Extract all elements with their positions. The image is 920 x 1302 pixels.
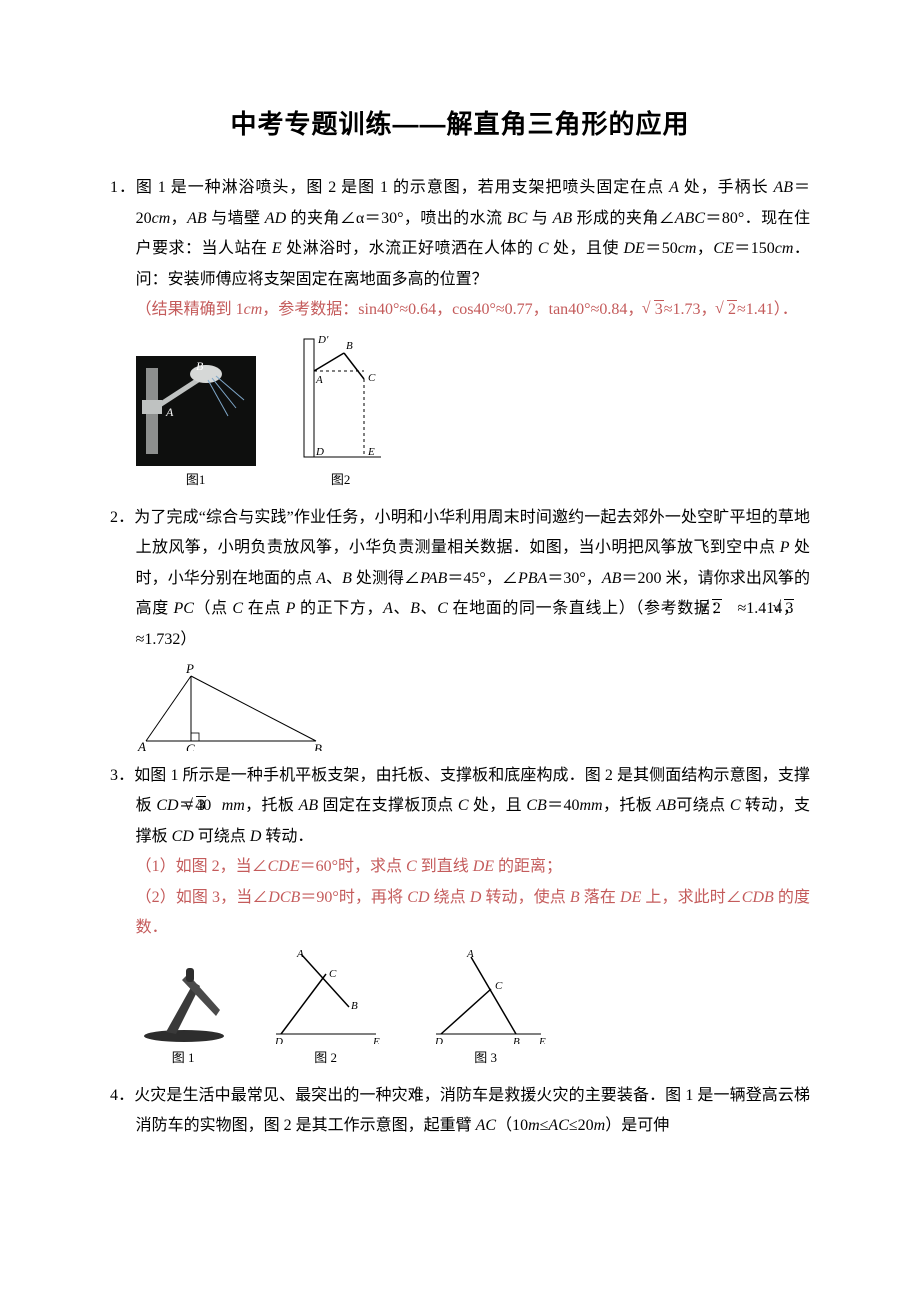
svg-text:A: A xyxy=(466,949,474,960)
svg-text:D: D xyxy=(434,1036,443,1044)
num: 3． xyxy=(110,767,134,784)
problem-3-text: 3．如图 1 所示是一种手机平板支架，由托板、支撑板和底座构成．图 2 是其侧面… xyxy=(110,761,810,852)
caption: 图 1 xyxy=(136,1046,231,1071)
num: 4． xyxy=(110,1087,134,1104)
svg-text:C: C xyxy=(186,741,195,751)
num: 1． xyxy=(110,179,136,196)
shower-diagram: D′ B A C D E xyxy=(286,331,396,466)
kite-diagram: P A C B xyxy=(136,661,326,751)
svg-text:E: E xyxy=(372,1036,380,1044)
problem-3-fig3: A C D B E 图 3 xyxy=(421,949,551,1071)
svg-text:C: C xyxy=(495,980,503,992)
caption: 图2 xyxy=(286,468,396,493)
svg-text:B: B xyxy=(513,1036,520,1044)
caption: 图 2 xyxy=(261,1046,391,1071)
problem-1-text: 1．图 1 是一种淋浴喷头，图 2 是图 1 的示意图，若用支架把喷头固定在点 … xyxy=(110,173,810,295)
svg-text:E: E xyxy=(538,1036,546,1044)
svg-text:P: P xyxy=(185,661,194,676)
problem-3-figures: 图 1 A C B D E 图 2 xyxy=(136,949,810,1071)
svg-text:B: B xyxy=(351,1000,358,1012)
problem-2-figure: P A C B xyxy=(136,661,810,751)
problem-3-q1: （1）如图 2，当∠CDE＝60°时，求点 C 到直线 DE 的距离； xyxy=(110,852,810,882)
svg-text:B: B xyxy=(346,340,353,352)
svg-text:D: D xyxy=(315,446,324,458)
problem-2: 2．为了完成“综合与实践”作业任务，小明和小华利用周末时间邀约一起去郊外一处空旷… xyxy=(110,503,810,751)
page: 中考专题训练——解直角三角形的应用 1．图 1 是一种淋浴喷头，图 2 是图 1… xyxy=(0,0,920,1210)
problem-1-hint: （结果精确到 1cm，参考数据：sin40°≈0.64，cos40°≈0.77，… xyxy=(110,295,810,325)
caption: 图1 xyxy=(136,468,256,493)
problem-4: 4．火灾是生活中最常见、最突出的一种灾难，消防车是救援火灾的主要装备．图 1 是… xyxy=(110,1081,810,1142)
problem-3-q2: （2）如图 3，当∠DCB＝90°时，再将 CD 绕点 D 转动，使点 B 落在… xyxy=(110,883,810,944)
svg-text:C: C xyxy=(368,372,376,384)
problem-1: 1．图 1 是一种淋浴喷头，图 2 是图 1 的示意图，若用支架把喷头固定在点 … xyxy=(110,173,810,493)
page-title: 中考专题训练——解直角三角形的应用 xyxy=(110,100,810,149)
problem-1-fig2: D′ B A C D E 图2 xyxy=(286,331,396,493)
problem-3: 3．如图 1 所示是一种手机平板支架，由托板、支撑板和底座构成．图 2 是其侧面… xyxy=(110,761,810,1071)
problem-1-figures: A B 图1 D′ B A C D E xyxy=(136,331,810,493)
problem-1-fig1: A B 图1 xyxy=(136,356,256,493)
svg-text:C: C xyxy=(329,968,337,980)
svg-text:B: B xyxy=(196,359,204,373)
svg-text:D′: D′ xyxy=(317,334,329,346)
problem-3-fig2: A C B D E 图 2 xyxy=(261,949,391,1071)
svg-text:B: B xyxy=(314,741,322,751)
stand-diagram-3: A C D B E xyxy=(421,949,551,1044)
svg-text:A: A xyxy=(137,739,146,751)
caption: 图 3 xyxy=(421,1046,551,1071)
stand-photo xyxy=(136,954,231,1044)
problem-3-fig1: 图 1 xyxy=(136,954,231,1071)
stand-diagram-2: A C B D E xyxy=(261,949,391,1044)
shower-photo: A B xyxy=(136,356,256,466)
problem-4-text: 4．火灾是生活中最常见、最突出的一种灾难，消防车是救援火灾的主要装备．图 1 是… xyxy=(110,1081,810,1142)
svg-text:A: A xyxy=(296,949,304,960)
svg-text:A: A xyxy=(315,374,323,386)
svg-text:E: E xyxy=(367,446,375,458)
svg-text:D: D xyxy=(274,1036,283,1044)
svg-text:A: A xyxy=(165,405,174,419)
problem-2-text: 2．为了完成“综合与实践”作业任务，小明和小华利用周末时间邀约一起去郊外一处空旷… xyxy=(110,503,810,655)
num: 2． xyxy=(110,509,134,526)
